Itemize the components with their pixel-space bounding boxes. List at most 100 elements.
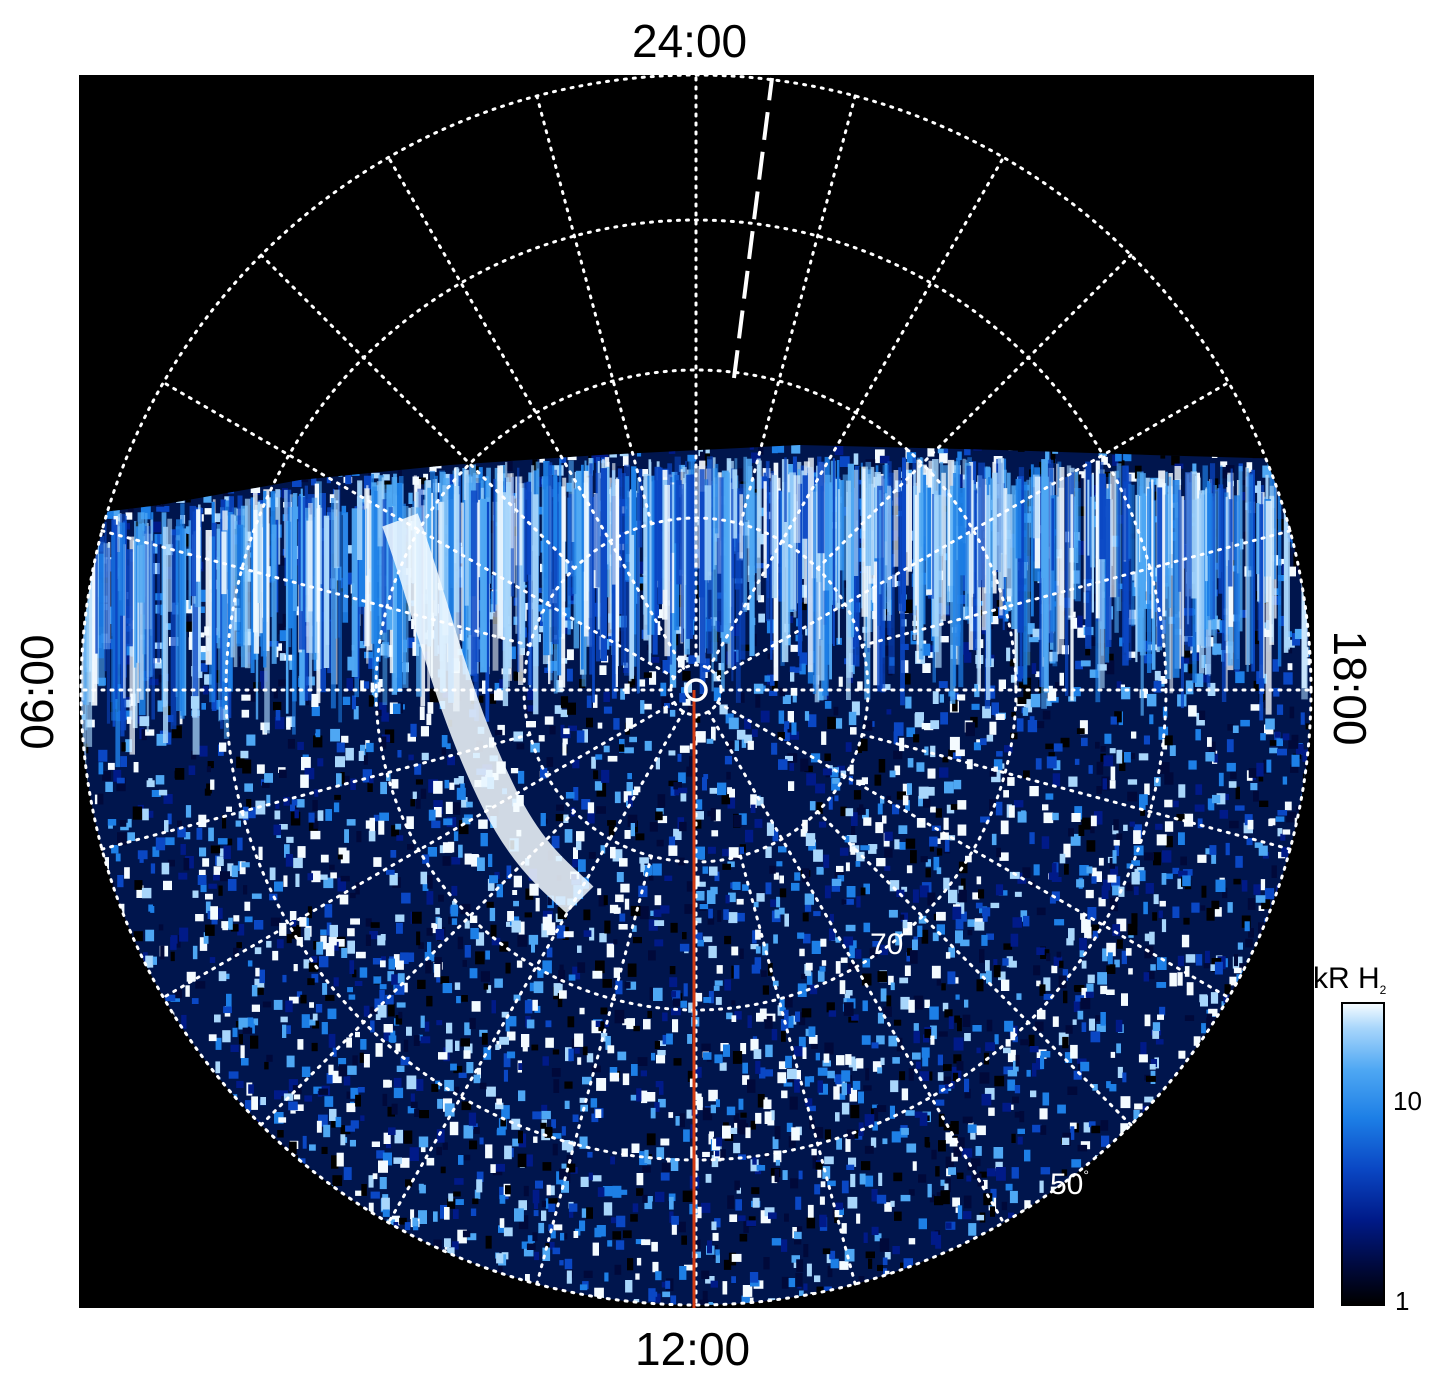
emission-speckle [787, 725, 795, 733]
emission-speckle [286, 717, 291, 730]
emission-speckle [369, 776, 374, 784]
emission-speckle [843, 1002, 854, 1016]
emission-speckle [1064, 863, 1069, 875]
emission-speckle [434, 807, 442, 818]
emission-speckle [1120, 1096, 1131, 1109]
emission-speckle [1006, 647, 1011, 662]
emission-speckle [1279, 615, 1287, 627]
emission-speckle [1016, 993, 1022, 1000]
emission-speckle [917, 925, 923, 937]
emission-speckle [464, 1022, 471, 1036]
emission-speckle [600, 1032, 608, 1042]
emission-speckle [451, 918, 458, 925]
emission-speckle [228, 917, 233, 930]
emission-speckle [460, 783, 465, 796]
emission-speckle [255, 967, 260, 977]
emission-speckle [1109, 897, 1118, 912]
emission-speckle [609, 1072, 620, 1082]
emission-speckle [957, 1137, 965, 1149]
emission-speckle [458, 1155, 464, 1165]
emission-speckle [636, 1188, 644, 1196]
emission-speckle [714, 871, 720, 882]
emission-speckle [1002, 958, 1009, 966]
emission-speckle [765, 882, 772, 895]
emission-speckle [491, 1000, 496, 1014]
emission-speckle [535, 1180, 543, 1189]
emission-speckle [874, 1233, 882, 1242]
emission-speckle [668, 780, 678, 786]
emission-speckle [488, 853, 493, 867]
emission-speckle [427, 702, 434, 714]
emission-speckle [668, 836, 676, 846]
emission-speckle [1017, 697, 1027, 704]
emission-speckle [945, 952, 951, 959]
emission-speckle [244, 916, 253, 923]
emission-speckle [1107, 874, 1117, 883]
emission-speckle [659, 1082, 664, 1095]
emission-speckle [1082, 1313, 1088, 1322]
emission-speckle [250, 1023, 255, 1034]
emission-speckle [790, 672, 795, 682]
emission-speckle [952, 906, 962, 920]
emission-speckle [125, 512, 133, 520]
emission-speckle [246, 1018, 254, 1027]
emission-speckle [568, 725, 577, 732]
emission-speckle [1192, 463, 1197, 475]
emission-speckle [826, 1002, 835, 1013]
emission-speckle [111, 1317, 117, 1322]
emission-speckle [686, 1109, 693, 1119]
emission-speckle [900, 996, 910, 1010]
emission-speckle [1266, 759, 1272, 773]
emission-speckle [782, 1170, 788, 1180]
emission-speckle [564, 1258, 573, 1270]
emission-speckle [217, 838, 228, 845]
emission-speckle [896, 791, 906, 800]
emission-speckle [890, 1080, 899, 1093]
emission-speckle [283, 796, 290, 806]
emission-speckle [331, 1155, 339, 1169]
emission-speckle [862, 958, 871, 968]
emission-speckle [463, 1050, 471, 1059]
emission-speckle [293, 857, 303, 869]
emission-speckle [545, 1037, 554, 1048]
emission-speckle [669, 966, 676, 975]
emission-speckle [546, 947, 553, 958]
emission-speckle [695, 846, 705, 860]
emission-speckle [238, 1034, 243, 1045]
emission-speckle [777, 732, 785, 740]
emission-speckle [816, 1286, 824, 1296]
emission-speckle [124, 867, 130, 879]
emission-speckle [317, 758, 324, 767]
emission-speckle [1235, 671, 1245, 684]
emission-speckle [943, 1076, 951, 1085]
emission-speckle [802, 819, 808, 832]
emission-speckle [226, 993, 232, 1007]
emission-speckle [621, 1148, 628, 1157]
emission-speckle [577, 1057, 582, 1065]
emission-speckle [1040, 1125, 1047, 1135]
emission-speckle [991, 608, 1000, 616]
emission-speckle [906, 952, 914, 962]
emission-speckle [494, 682, 503, 694]
emission-speckle [472, 1198, 479, 1205]
emission-speckle [947, 971, 956, 985]
emission-speckle [803, 1244, 809, 1258]
emission-speckle [936, 848, 943, 856]
emission-speckle [1077, 541, 1086, 552]
emission-speckle [240, 1045, 245, 1059]
emission-speckle [783, 727, 790, 741]
emission-speckle [1041, 836, 1050, 849]
emission-speckle [467, 1233, 477, 1241]
emission-speckle [804, 1076, 810, 1087]
emission-speckle [1016, 718, 1024, 732]
emission-speckle [637, 1057, 648, 1066]
emission-speckle [1127, 472, 1137, 482]
emission-speckle [594, 1227, 602, 1238]
emission-speckle [952, 1197, 960, 1207]
emission-speckle [727, 797, 736, 809]
emission-speckle [1275, 816, 1285, 822]
emission-speckle [409, 1147, 419, 1161]
emission-speckle [715, 1249, 720, 1256]
emission-speckle [787, 711, 794, 723]
emission-speckle [700, 1202, 711, 1213]
